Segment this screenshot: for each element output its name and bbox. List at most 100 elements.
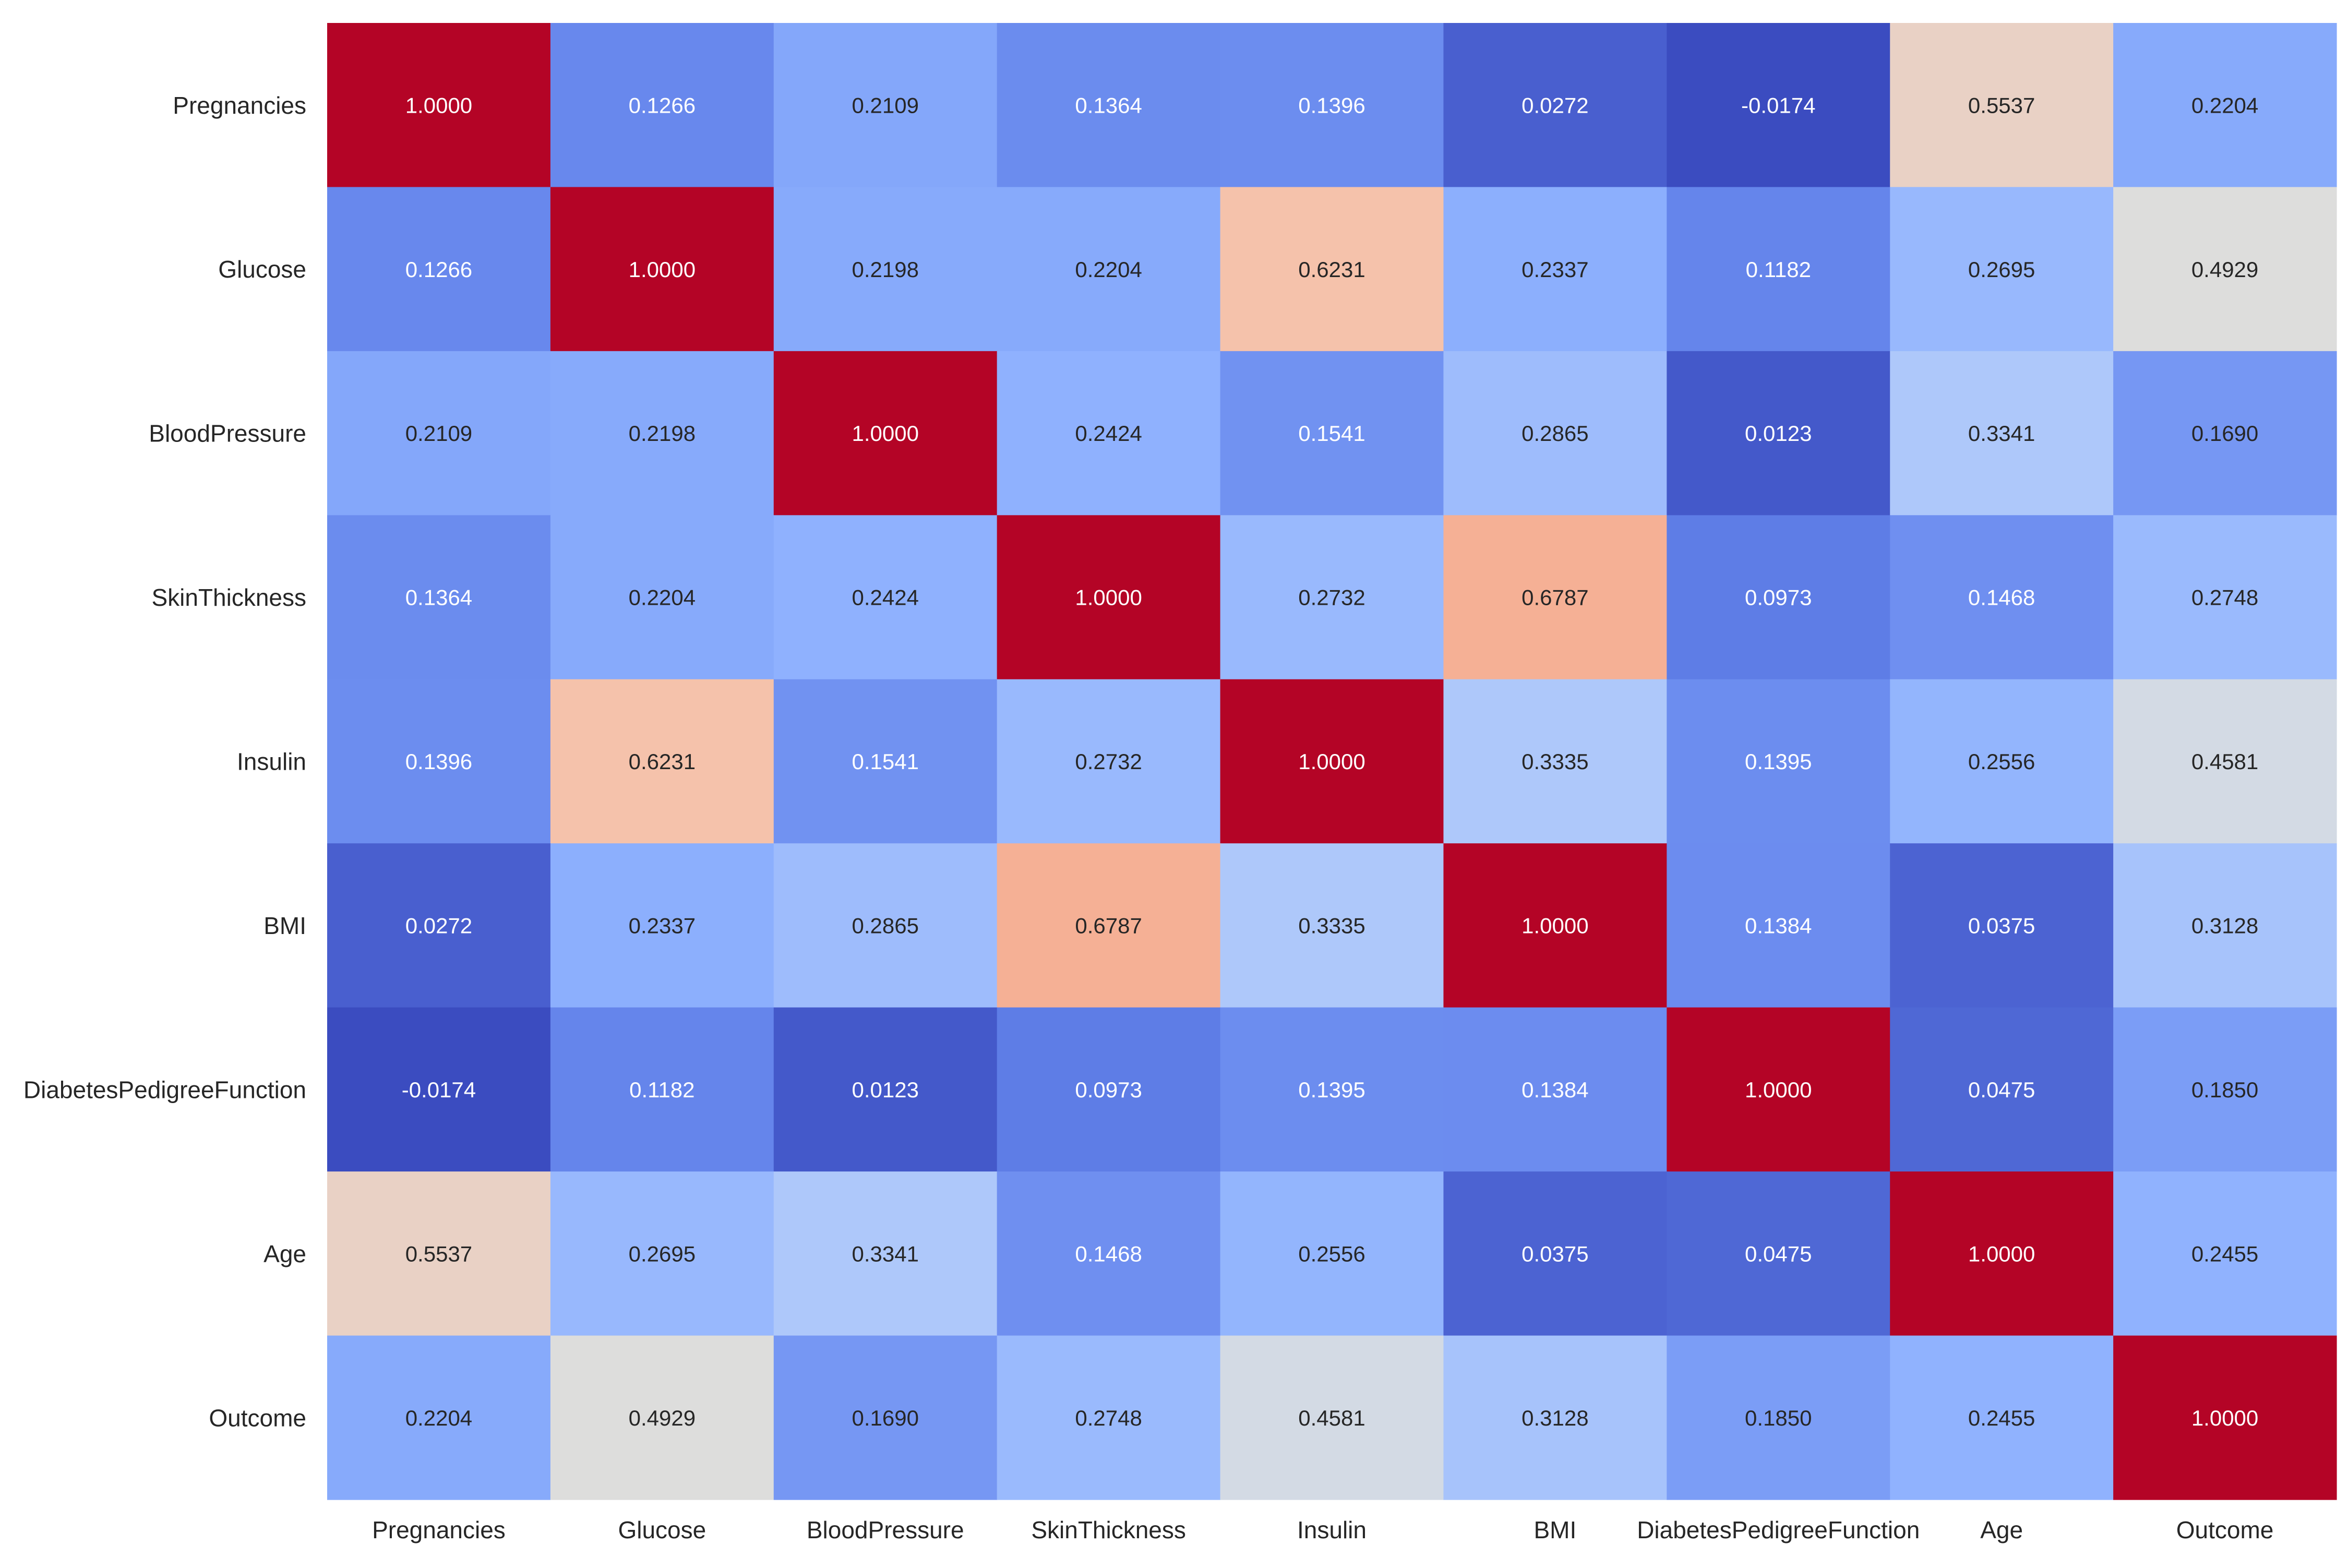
heatmap-cell — [550, 1335, 774, 1500]
cell-value-label: 0.2455 — [2191, 1241, 2258, 1266]
heatmap-cell — [773, 1171, 998, 1336]
cell-value-label: 1.0000 — [2191, 1406, 2258, 1430]
y-tick-label: Insulin — [237, 748, 306, 775]
heatmap-cell — [997, 515, 1221, 680]
cell-value-label: 0.0123 — [852, 1078, 918, 1102]
heatmap-cell — [997, 23, 1221, 188]
cell-value-label: 0.2204 — [629, 585, 696, 610]
cell-value-label: 0.2556 — [1298, 1241, 1365, 1266]
heatmap-cell — [1443, 23, 1667, 188]
cell-value-label: 0.1541 — [852, 749, 918, 774]
heatmap-cell — [1220, 187, 1444, 352]
heatmap-cell — [327, 843, 551, 1008]
cell-value-label: 0.1364 — [1075, 93, 1142, 117]
cell-value-label: 0.6787 — [1075, 914, 1142, 938]
cell-value-label: 0.2748 — [2191, 585, 2258, 610]
x-tick-label: Insulin — [1297, 1516, 1367, 1543]
heatmap-cell — [1667, 187, 1890, 352]
cell-value-label: 1.0000 — [1075, 585, 1142, 610]
y-tick-label: DiabetesPedigreeFunction — [23, 1076, 306, 1103]
heatmap-cell — [773, 23, 998, 188]
cell-value-label: 0.0475 — [1968, 1078, 2035, 1102]
heatmap-cells — [327, 23, 2337, 1500]
cell-value-label: 0.2204 — [1075, 257, 1142, 282]
cell-value-label: 0.0272 — [1522, 93, 1588, 117]
y-tick-labels: Pregnancies Glucose BloodPressure SkinThick… — [23, 92, 306, 1432]
heatmap-cell — [550, 187, 774, 352]
cell-value-label: 1.0000 — [405, 93, 472, 117]
x-tick-label: BloodPressure — [807, 1516, 964, 1543]
heatmap-cell — [327, 187, 551, 352]
heatmap-cell — [1443, 187, 1667, 352]
y-tick-label: Outcome — [209, 1404, 306, 1431]
cell-value-label: 0.4581 — [1298, 1406, 1365, 1430]
heatmap-cell — [1220, 1171, 1444, 1336]
y-tick-label: BMI — [263, 912, 306, 939]
cell-value-label: 0.4581 — [2191, 749, 2258, 774]
x-tick-labels: Pregnancies Glucose BloodPressure SkinThick… — [372, 1516, 2273, 1543]
cell-value-label: 0.1266 — [629, 93, 696, 117]
cell-value-label: 0.0272 — [405, 914, 472, 938]
heatmap-cell — [1667, 843, 1890, 1008]
cell-value-label: 0.1690 — [852, 1406, 918, 1430]
heatmap-cell — [997, 843, 1221, 1008]
heatmap-cell — [2113, 1007, 2337, 1172]
cell-value-label: 0.6231 — [629, 749, 696, 774]
heatmap-cell — [1667, 23, 1890, 188]
cell-value-label: 0.2556 — [1968, 749, 2035, 774]
cell-value-label: 0.1396 — [405, 749, 472, 774]
heatmap-cell — [1443, 351, 1667, 516]
heatmap-cell — [550, 1171, 774, 1336]
cell-value-label: 0.1266 — [405, 257, 472, 282]
cell-value-label: 0.2455 — [1968, 1406, 2035, 1430]
heatmap-cell — [1443, 843, 1667, 1008]
y-tick-label: Age — [263, 1240, 306, 1267]
heatmap-cell — [1667, 1171, 1890, 1336]
heatmap-cell — [2113, 515, 2337, 680]
cell-value-label: 1.0000 — [1298, 749, 1365, 774]
heatmap-cell — [327, 1335, 551, 1500]
cell-value-label: -0.0174 — [402, 1078, 476, 1102]
cell-value-label: 0.0375 — [1522, 1241, 1588, 1266]
heatmap-cell — [1220, 23, 1444, 188]
cell-value-label: 0.2204 — [405, 1406, 472, 1430]
heatmap-cell — [1890, 679, 2114, 844]
cell-value-label: 0.2424 — [852, 585, 918, 610]
cell-value-label: 0.1384 — [1522, 1078, 1588, 1102]
heatmap-cell — [997, 187, 1221, 352]
cell-value-label: 0.0375 — [1968, 914, 2035, 938]
cell-value-label: 0.0123 — [1745, 421, 1812, 446]
heatmap-cell — [1890, 187, 2114, 352]
cell-value-label: 0.3335 — [1298, 914, 1365, 938]
heatmap-cell — [1443, 515, 1667, 680]
heatmap-cell — [1220, 515, 1444, 680]
heatmap-cell — [327, 23, 551, 188]
heatmap-cell — [997, 351, 1221, 516]
cell-value-label: 0.1384 — [1745, 914, 1812, 938]
cell-value-label: 0.0973 — [1745, 585, 1812, 610]
heatmap-cell — [1890, 1171, 2114, 1336]
heatmap-cell — [1890, 515, 2114, 680]
heatmap-cell — [2113, 1335, 2337, 1500]
heatmap-cell — [1890, 843, 2114, 1008]
heatmap-cell — [1667, 351, 1890, 516]
heatmap-cell — [550, 23, 774, 188]
cell-value-label: 0.3128 — [2191, 914, 2258, 938]
cell-value-label: 0.1396 — [1298, 93, 1365, 117]
cell-value-label: 0.1541 — [1298, 421, 1365, 446]
cell-value-label: 1.0000 — [629, 257, 696, 282]
cell-value-label: 0.0973 — [1075, 1078, 1142, 1102]
cell-value-label: 0.3341 — [1968, 421, 2035, 446]
cell-value-label: 0.1468 — [1075, 1241, 1142, 1266]
heatmap-cell — [1443, 1335, 1667, 1500]
heatmap-cell — [1667, 1007, 1890, 1172]
cell-value-label: 0.6231 — [1298, 257, 1365, 282]
cell-value-label: 0.3128 — [1522, 1406, 1588, 1430]
heatmap-cell — [1890, 23, 2114, 188]
heatmap-cell — [773, 351, 998, 516]
cell-value-label: -0.0174 — [1741, 93, 1815, 117]
cell-value-label: 0.1395 — [1298, 1078, 1365, 1102]
heatmap-cell — [773, 187, 998, 352]
heatmap-cell — [2113, 1171, 2337, 1336]
